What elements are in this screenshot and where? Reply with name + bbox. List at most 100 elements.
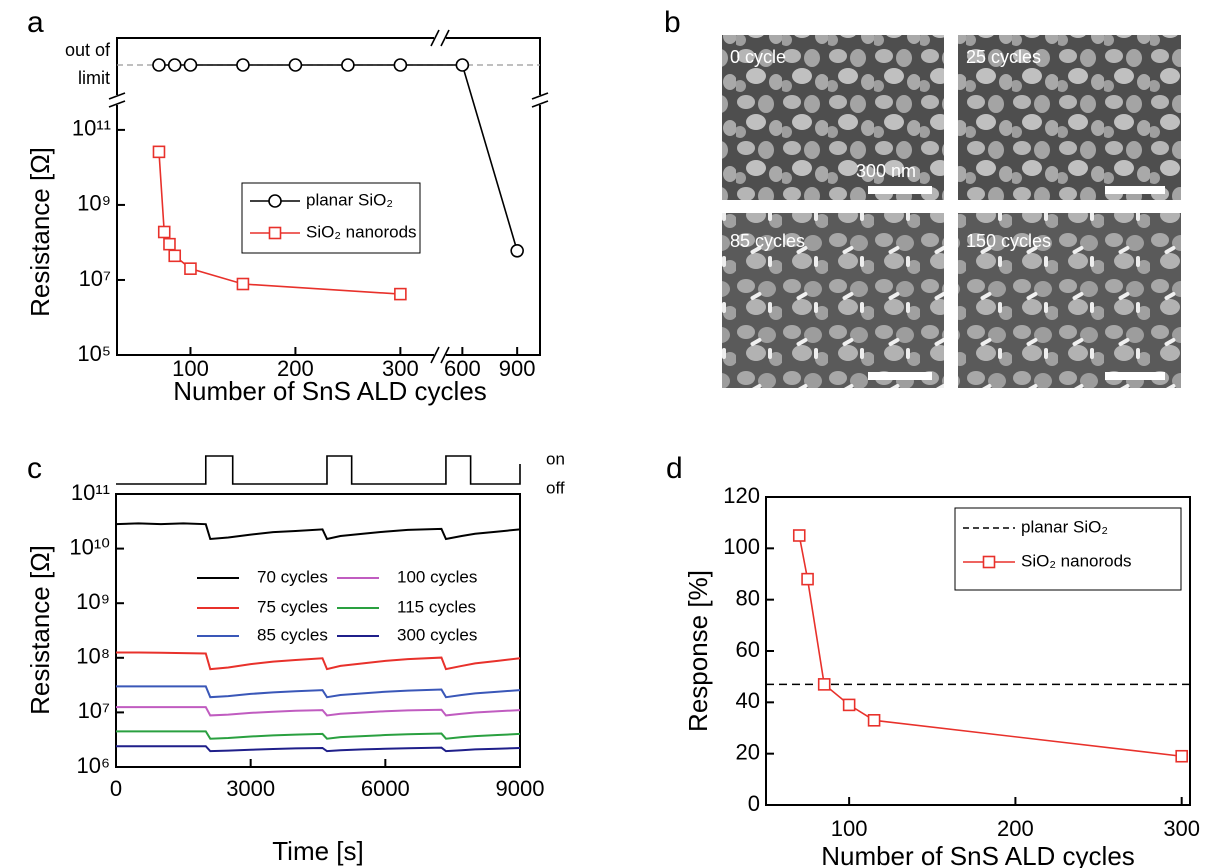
scale-bar <box>1105 372 1165 380</box>
out-of-limit-label: out of limit <box>64 40 110 88</box>
marker <box>867 713 881 727</box>
marker <box>393 58 408 72</box>
series-line <box>116 730 521 740</box>
series-line <box>116 685 521 699</box>
y-axis-title: Resistance [Ω] <box>25 545 55 715</box>
y-tick-label: 10¹¹ <box>72 116 111 141</box>
axis-break <box>108 92 126 100</box>
marker <box>510 243 524 258</box>
micrograph-label: 150 cycles <box>966 231 1051 251</box>
y-tick-label: 10⁵ <box>77 341 111 366</box>
micrograph <box>722 213 944 388</box>
legend-label: 85 cycles <box>257 625 328 644</box>
y-tick-label: 20 <box>736 739 760 764</box>
series-line <box>116 651 521 671</box>
marker <box>163 237 176 251</box>
x-tick-label: 600 <box>444 356 481 381</box>
scale-bar <box>868 186 932 194</box>
axis-break <box>440 346 450 364</box>
axis-break <box>430 346 440 364</box>
y-tick-label: 10⁶ <box>76 753 110 778</box>
axis-break <box>531 92 549 100</box>
y-tick-label: 100 <box>723 534 760 559</box>
marker <box>341 58 355 72</box>
panel-label: a <box>27 6 44 39</box>
axis-break <box>430 29 440 47</box>
micrograph <box>958 35 1181 200</box>
marker <box>236 277 250 291</box>
marker <box>842 698 856 712</box>
marker <box>236 58 250 72</box>
panel-label: d <box>666 452 683 485</box>
legend-box <box>241 182 421 254</box>
legend-label: planar SiO₂ <box>306 190 393 209</box>
axis-break-gap <box>434 351 446 359</box>
x-tick-label: 100 <box>172 356 209 381</box>
y-tick-label: 10¹⁰ <box>69 534 110 559</box>
plot-frame <box>116 37 541 356</box>
marker <box>152 58 166 72</box>
legend-label: 115 cycles <box>397 597 476 616</box>
y-tick-label: 120 <box>723 483 760 508</box>
y-axis-title: Response [%] <box>683 570 713 732</box>
axis-break <box>440 29 450 47</box>
panel-label: c <box>27 452 42 485</box>
marker <box>152 145 166 159</box>
scale-bar <box>868 372 932 380</box>
y-axis-title: Resistance [Ω] <box>25 147 55 317</box>
legend-label: 300 cycles <box>397 625 477 644</box>
x-tick-label: 200 <box>997 816 1034 841</box>
y-tick-label: 10⁹ <box>76 589 110 614</box>
legend-box <box>954 507 1182 591</box>
axis-break-gap <box>536 95 544 105</box>
scale-bar-label: 300 nm <box>856 161 916 181</box>
micrograph-label: 25 cycles <box>966 47 1041 67</box>
series-line <box>798 535 1182 758</box>
x-axis-title: Number of SnS ALD cycles <box>173 376 487 406</box>
light-state: on <box>546 449 565 468</box>
series-line <box>115 522 521 541</box>
plot-frame <box>115 493 521 768</box>
micrograph <box>958 213 1181 388</box>
marker <box>184 262 197 275</box>
marker <box>168 249 182 263</box>
marker <box>817 678 831 691</box>
y-tick-label: 60 <box>736 637 760 662</box>
legend-label: 75 cycles <box>257 597 328 616</box>
scale-bar <box>1105 186 1165 194</box>
panel-label: b <box>664 6 681 39</box>
x-tick-label: 100 <box>831 816 868 841</box>
micrograph <box>722 35 944 200</box>
x-tick-label: 300 <box>382 356 419 381</box>
legend-marker <box>268 194 282 208</box>
micrograph-label: 0 cycle <box>730 47 786 67</box>
marker <box>288 58 303 72</box>
x-tick-label: 3000 <box>226 776 275 801</box>
marker <box>1175 749 1188 763</box>
legend-label: SiO₂ nanorods <box>306 222 417 241</box>
marker <box>394 287 407 301</box>
legend-label: SiO₂ nanorods <box>1021 551 1132 570</box>
y-tick-label: 10⁷ <box>79 266 111 291</box>
x-tick-label: 6000 <box>361 776 410 801</box>
y-tick-label: 40 <box>736 688 760 713</box>
y-tick-label: 10⁹ <box>77 191 111 216</box>
legend-marker <box>982 555 996 569</box>
x-tick-label: 0 <box>110 776 122 801</box>
y-tick-label: 0 <box>748 791 760 816</box>
legend-label: planar SiO₂ <box>1021 517 1108 536</box>
x-axis-title: Time [s] <box>272 836 363 866</box>
y-tick-label: 10¹¹ <box>71 480 110 505</box>
x-tick-label: 200 <box>277 356 314 381</box>
axis-break-gap <box>434 34 446 42</box>
legend-marker <box>268 226 282 240</box>
marker <box>167 58 182 72</box>
x-tick-label: 300 <box>1163 816 1200 841</box>
light-trace <box>116 455 521 485</box>
marker <box>183 58 198 72</box>
legend-label: 70 cycles <box>257 567 328 586</box>
y-tick-label: 10⁸ <box>76 644 110 669</box>
axis-break-gap <box>113 95 121 105</box>
marker <box>801 572 814 586</box>
